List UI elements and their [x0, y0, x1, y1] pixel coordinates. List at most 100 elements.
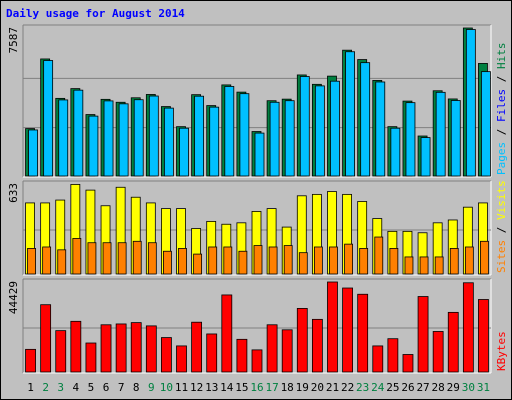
day-label: 31 [477, 381, 490, 394]
files-bar [375, 81, 386, 177]
files-bar [224, 86, 235, 177]
kbytes-bar [55, 330, 67, 373]
legend-entry: Hits [495, 43, 508, 70]
sites-bar [449, 248, 459, 275]
kbytes-bar [100, 324, 112, 373]
kbytes-bar [447, 311, 459, 373]
kbytes-bar [145, 325, 157, 373]
max-value-label: 633 [7, 183, 20, 203]
day-label: 15 [235, 381, 248, 394]
files-bar [148, 95, 159, 177]
files-bar [345, 51, 355, 177]
files-bar [209, 106, 220, 177]
day-label: 5 [88, 381, 95, 394]
kbytes-bar [70, 320, 82, 373]
files-bar [179, 127, 189, 177]
day-label: 25 [386, 381, 399, 394]
day-label: 18 [281, 381, 294, 394]
day-label: 10 [160, 381, 173, 394]
kbytes-bar [191, 321, 203, 373]
legend-entry: / [495, 69, 508, 89]
files-bar [435, 91, 446, 177]
files-bar [314, 85, 325, 177]
files-bar [299, 76, 310, 177]
series-legend: Pages / Files / Hits [495, 43, 508, 176]
kbytes-bar [130, 322, 142, 373]
sites-bar [147, 242, 157, 275]
kbytes-bar [432, 331, 444, 373]
day-label: 21 [326, 381, 339, 394]
series-legend: Sites / Visits [495, 180, 508, 273]
day-label: 17 [265, 381, 278, 394]
kbytes-bar [372, 345, 384, 373]
legend-entry: Sites [495, 240, 508, 273]
sites-bar [359, 248, 369, 275]
sites-bar [389, 248, 399, 275]
kbytes-bar [402, 354, 414, 373]
sites-bar [434, 256, 444, 275]
kbytes-bar [40, 304, 52, 373]
sites-bar [480, 240, 489, 275]
sites-bar [283, 245, 293, 275]
files-bar [390, 127, 401, 177]
kbytes-bar [206, 333, 218, 373]
sites-bar [163, 250, 172, 275]
kbytes-bar [85, 342, 97, 373]
files-bar [405, 102, 416, 177]
sites-bar [329, 246, 338, 275]
hits-files-panel: 7587 Pages / Files / Hits [7, 24, 508, 178]
legend-entry: Files [495, 89, 508, 122]
sites-bar [178, 248, 187, 275]
files-bar [194, 95, 205, 177]
kbytes-bar [25, 348, 36, 373]
day-label: 24 [371, 381, 385, 394]
files-bar [450, 100, 461, 177]
files-bar [133, 99, 144, 177]
day-label: 19 [296, 381, 309, 394]
sites-bar [268, 246, 278, 275]
kbytes-bar [327, 281, 338, 373]
kbytes-bar [417, 296, 429, 373]
kbytes-bar [387, 338, 399, 373]
day-label: 2 [42, 381, 49, 394]
day-axis: 1 2 3 4 5 6 7 8 9 10 11 12 13 14 15 16 17 18 19 20 21 22 23 24 2… [27, 381, 490, 394]
kbytes-panel: 44429 KBytes [7, 278, 508, 374]
day-label: 13 [205, 381, 218, 394]
legend-entry: Pages [495, 142, 508, 175]
chart-title: Daily usage for August 2014 [6, 7, 185, 20]
files-bar [28, 129, 38, 177]
day-label: 12 [190, 381, 203, 394]
files-bar [330, 80, 340, 177]
kbytes-bar [478, 299, 489, 373]
day-label: 11 [175, 381, 188, 394]
kbytes-bar [251, 349, 263, 373]
files-bar [73, 89, 84, 177]
legend-entry: / [495, 220, 508, 240]
legend-entry: KBytes [495, 331, 508, 371]
day-label: 16 [250, 381, 263, 394]
files-bar [43, 60, 54, 177]
kbytes-bar [236, 338, 248, 373]
files-bar [118, 103, 129, 177]
day-label: 8 [133, 381, 140, 394]
day-label: 30 [462, 381, 475, 394]
sites-bar [27, 248, 36, 275]
sites-bar [404, 256, 414, 275]
max-value-label: 44429 [7, 281, 20, 314]
day-label: 4 [73, 381, 80, 394]
max-value-label: 7587 [7, 27, 20, 54]
day-label: 27 [416, 381, 429, 394]
day-label: 9 [148, 381, 155, 394]
sites-bar [419, 256, 429, 275]
day-label: 26 [401, 381, 414, 394]
files-bar [420, 137, 431, 177]
kbytes-bar [221, 294, 233, 373]
sites-bar [464, 246, 474, 275]
kbytes-bar [266, 324, 278, 373]
day-label: 14 [220, 381, 234, 394]
files-bar [58, 99, 69, 177]
series-legend: KBytes [495, 331, 508, 371]
day-label: 6 [103, 381, 110, 394]
day-label: 28 [432, 381, 445, 394]
